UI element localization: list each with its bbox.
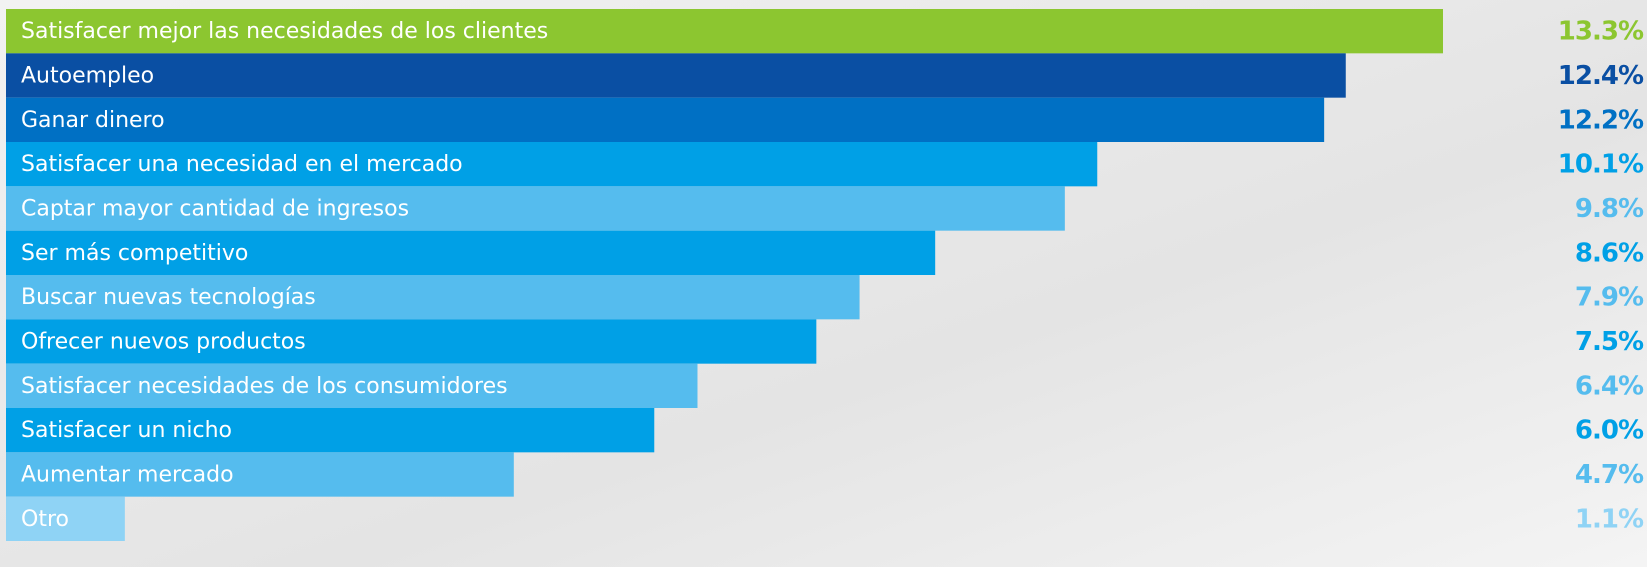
bar [6, 186, 1065, 231]
value-label: 13.3% [1558, 17, 1644, 47]
category-label: Satisfacer necesidades de los consumidor… [21, 374, 508, 399]
bar [6, 142, 1098, 187]
bar [6, 363, 698, 408]
value-label: 7.5% [1575, 327, 1644, 357]
category-label: Aumentar mercado [21, 463, 234, 488]
bar [6, 319, 817, 364]
category-label: Autoempleo [21, 64, 154, 89]
value-label: 8.6% [1575, 238, 1644, 268]
category-label: Buscar nuevas tecnologías [21, 285, 316, 310]
value-label: 4.7% [1575, 460, 1644, 490]
bar [6, 496, 125, 541]
value-label: 7.9% [1575, 283, 1644, 313]
category-label: Otro [21, 507, 69, 532]
value-label: 9.8% [1575, 194, 1644, 224]
value-label: 10.1% [1558, 150, 1644, 180]
value-label: 12.2% [1558, 105, 1644, 135]
value-label: 6.4% [1575, 371, 1644, 401]
category-label: Captar mayor cantidad de ingresos [21, 197, 409, 222]
value-label: 6.0% [1575, 416, 1644, 446]
bar [6, 53, 1346, 98]
bar [6, 452, 514, 497]
value-label: 12.4% [1558, 61, 1644, 91]
bar [6, 9, 1443, 54]
category-label: Satisfacer un nicho [21, 418, 232, 443]
value-label: 1.1% [1575, 504, 1644, 534]
category-label: Ser más competitivo [21, 241, 248, 266]
bar [6, 275, 860, 320]
category-label: Ofrecer nuevos productos [21, 330, 306, 355]
bar [6, 230, 936, 275]
bar [6, 97, 1325, 142]
bar [6, 408, 655, 453]
category-label: Satisfacer una necesidad en el mercado [21, 152, 463, 177]
category-label: Ganar dinero [21, 108, 165, 133]
category-label: Satisfacer mejor las necesidades de los … [21, 19, 548, 44]
